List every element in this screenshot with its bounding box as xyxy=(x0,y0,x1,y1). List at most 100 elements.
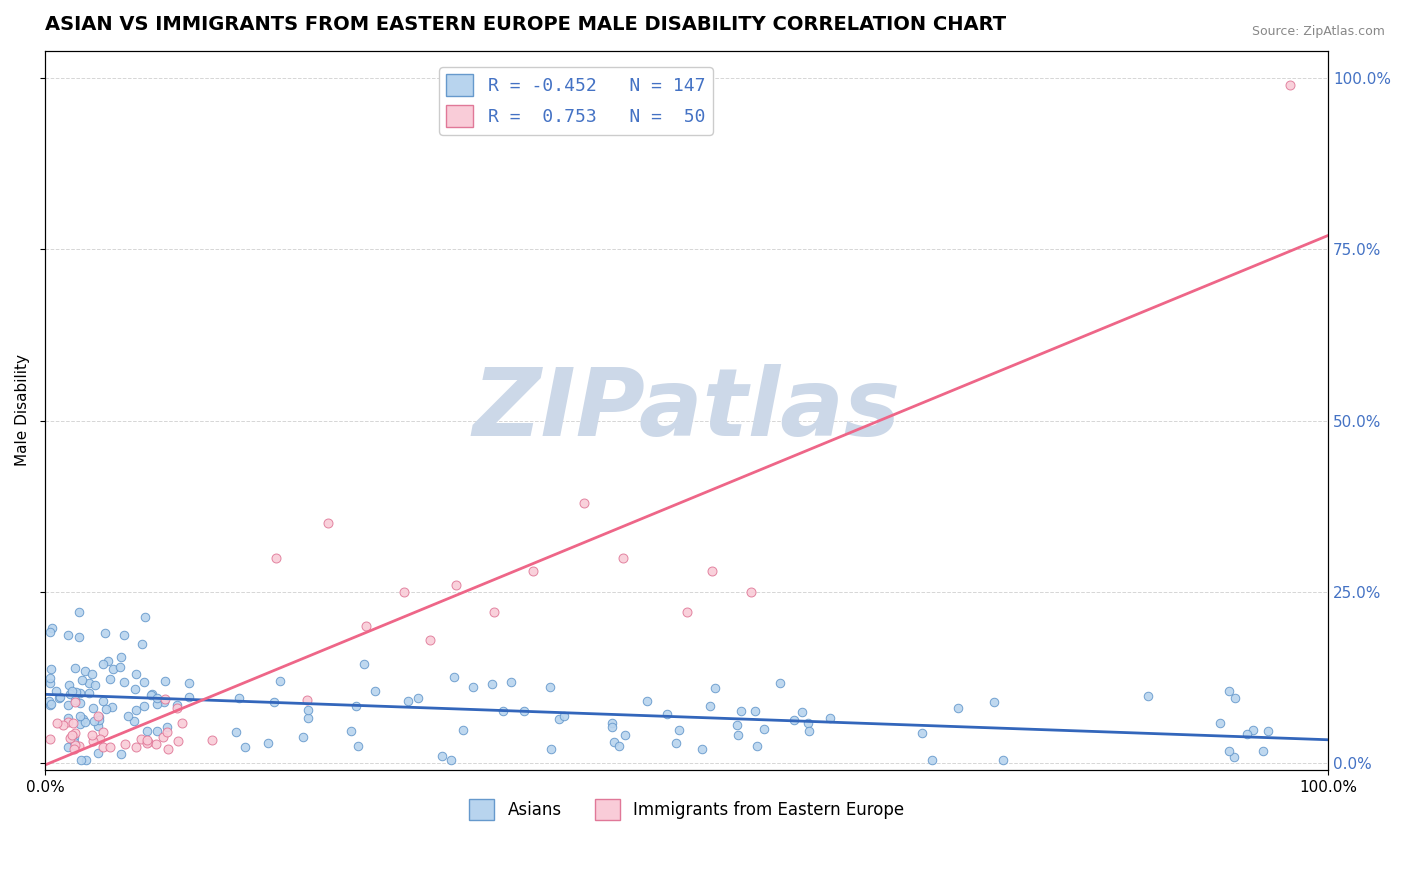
Point xyxy=(1278,78,1301,92)
Point xyxy=(346,739,368,753)
Point xyxy=(67,606,90,620)
Point xyxy=(101,700,124,714)
Point xyxy=(603,735,626,749)
Point xyxy=(145,738,167,752)
Point xyxy=(440,753,463,767)
Point xyxy=(612,550,634,565)
Point xyxy=(225,725,247,739)
Point xyxy=(744,704,766,718)
Point xyxy=(87,719,110,733)
Point xyxy=(145,723,167,738)
Point xyxy=(364,684,387,698)
Point xyxy=(82,734,104,748)
Point xyxy=(98,739,121,754)
Point xyxy=(921,753,943,767)
Point xyxy=(983,695,1005,709)
Point xyxy=(70,673,93,687)
Point xyxy=(124,714,146,728)
Point xyxy=(790,705,813,719)
Point xyxy=(451,723,474,737)
Point xyxy=(98,672,121,686)
Y-axis label: Male Disability: Male Disability xyxy=(15,354,30,467)
Point xyxy=(946,701,969,715)
Point xyxy=(69,686,91,700)
Point xyxy=(797,715,820,730)
Point xyxy=(125,703,148,717)
Point xyxy=(101,662,124,676)
Point xyxy=(727,727,749,741)
Point xyxy=(75,753,97,767)
Point xyxy=(769,676,792,690)
Point xyxy=(297,711,319,725)
Point xyxy=(443,670,465,684)
Point xyxy=(818,710,841,724)
Point xyxy=(87,709,110,723)
Point xyxy=(131,637,153,651)
Point xyxy=(782,713,804,727)
Point xyxy=(264,550,287,565)
Point xyxy=(110,747,132,761)
Point xyxy=(56,628,79,642)
Point xyxy=(153,692,176,706)
Point xyxy=(124,682,146,697)
Text: Source: ZipAtlas.com: Source: ZipAtlas.com xyxy=(1251,25,1385,38)
Point xyxy=(86,746,108,760)
Point xyxy=(344,698,367,713)
Point xyxy=(39,697,62,711)
Point xyxy=(52,718,75,732)
Point xyxy=(1223,749,1246,764)
Legend: Asians, Immigrants from Eastern Europe: Asians, Immigrants from Eastern Europe xyxy=(463,793,911,826)
Point xyxy=(39,731,62,746)
Point xyxy=(56,715,79,730)
Point xyxy=(38,693,60,707)
Point xyxy=(125,739,148,754)
Point xyxy=(112,674,135,689)
Point xyxy=(73,664,96,678)
Point xyxy=(295,693,318,707)
Point xyxy=(690,742,713,756)
Point xyxy=(167,733,190,747)
Point xyxy=(1208,716,1230,731)
Point xyxy=(1218,683,1240,698)
Point xyxy=(56,739,79,754)
Point xyxy=(201,733,224,747)
Point xyxy=(548,712,571,726)
Point xyxy=(63,726,86,740)
Point xyxy=(256,737,278,751)
Point xyxy=(513,704,536,718)
Point xyxy=(41,621,63,635)
Point xyxy=(166,701,188,715)
Point xyxy=(65,684,87,698)
Point xyxy=(110,660,132,674)
Point xyxy=(82,701,104,715)
Point xyxy=(125,667,148,681)
Point xyxy=(297,703,319,717)
Point xyxy=(540,741,562,756)
Point xyxy=(501,675,523,690)
Point xyxy=(97,655,120,669)
Point xyxy=(155,673,177,688)
Point xyxy=(136,723,159,738)
Point xyxy=(353,657,375,671)
Point xyxy=(77,686,100,700)
Point xyxy=(269,673,291,688)
Point xyxy=(1223,690,1246,705)
Point xyxy=(141,687,163,701)
Point xyxy=(675,606,697,620)
Point xyxy=(46,716,69,731)
Point xyxy=(134,674,156,689)
Point xyxy=(79,676,101,690)
Point xyxy=(1218,744,1240,758)
Point xyxy=(89,732,111,747)
Point xyxy=(112,628,135,642)
Point xyxy=(82,666,104,681)
Text: ASIAN VS IMMIGRANTS FROM EASTERN EUROPE MALE DISABILITY CORRELATION CHART: ASIAN VS IMMIGRANTS FROM EASTERN EUROPE … xyxy=(45,15,1007,34)
Point xyxy=(94,626,117,640)
Point xyxy=(91,740,114,755)
Point xyxy=(48,691,70,706)
Point xyxy=(406,691,429,706)
Point xyxy=(170,716,193,731)
Point xyxy=(156,741,179,756)
Point xyxy=(63,661,86,675)
Point xyxy=(114,737,136,751)
